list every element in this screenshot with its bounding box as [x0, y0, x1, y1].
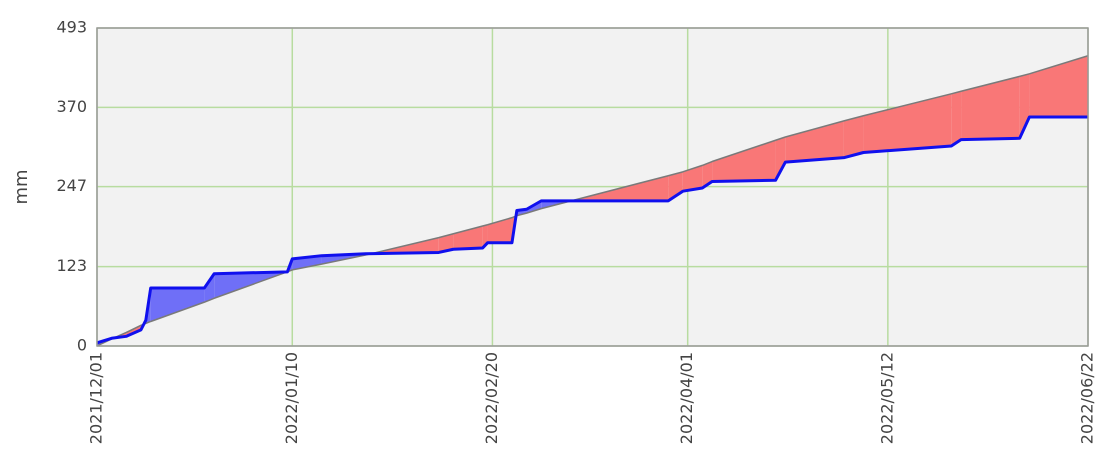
deficit-area	[785, 120, 844, 163]
deficit-area	[951, 91, 962, 147]
deficit-area	[668, 171, 683, 201]
x-tick-label: 2021/12/01	[87, 352, 106, 444]
plot-border	[96, 27, 1089, 347]
y-tick-label: 123	[56, 256, 87, 275]
y-tick-label: 0	[77, 336, 87, 355]
deficit-area	[843, 115, 864, 158]
y-tick-label: 493	[56, 18, 87, 37]
x-tick-label: 2022/05/12	[877, 352, 896, 444]
deficit-area	[1029, 55, 1088, 118]
deficit-area	[487, 217, 512, 243]
y-tick-label: 247	[56, 176, 87, 195]
series-line	[96, 115, 1088, 345]
surplus-area	[150, 287, 205, 322]
y-tick-label: 370	[56, 97, 87, 116]
x-tick-label: 2022/02/20	[482, 352, 501, 444]
x-tick-label: 2022/06/22	[1078, 352, 1097, 444]
deficit-area	[438, 233, 454, 253]
surplus-area	[204, 273, 215, 303]
deficit-area	[961, 76, 1020, 140]
y-axis-label: mm	[11, 169, 32, 204]
x-tick-label: 2022/04/01	[677, 352, 696, 444]
deficit-area	[712, 140, 776, 182]
deficit-area	[863, 93, 952, 153]
x-tick-label: 2022/01/10	[282, 352, 301, 444]
deficit-area	[775, 137, 786, 181]
deficit-area	[682, 165, 703, 192]
series-line	[96, 55, 1089, 347]
